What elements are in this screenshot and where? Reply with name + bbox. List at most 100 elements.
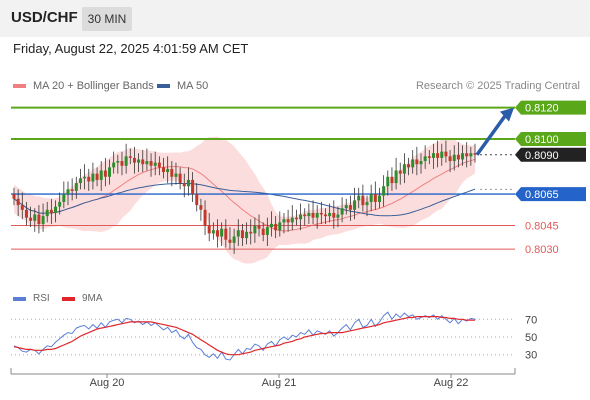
candle-body: [195, 194, 199, 206]
level-label-0.8120: 0.8120: [525, 103, 559, 115]
legend-rsi-label: RSI: [33, 293, 50, 304]
candle-body: [332, 212, 336, 218]
candle-body: [419, 161, 423, 165]
candle-body: [311, 212, 315, 218]
candle-body: [249, 231, 253, 234]
candle-body: [174, 173, 178, 177]
level-tag-0.8090: [515, 147, 586, 162]
legend-ma50-label: MA 50: [177, 80, 209, 92]
candle-body: [394, 170, 398, 184]
candle-body: [473, 153, 477, 155]
candle-body: [87, 176, 91, 182]
candle-body: [120, 161, 124, 166]
candle-body: [83, 176, 87, 179]
candle-body: [240, 230, 244, 239]
candle-body: [315, 212, 319, 218]
candle-body: [440, 151, 444, 158]
candle-body: [132, 157, 136, 163]
candle-body: [444, 151, 448, 157]
candle-body: [469, 153, 473, 157]
candle-body: [37, 214, 41, 224]
candle-body: [282, 219, 286, 223]
candle-body: [33, 214, 37, 221]
candle-body: [228, 239, 232, 243]
level-tag-0.8100: [515, 132, 586, 147]
candle-body: [45, 209, 49, 217]
candle-body: [54, 206, 58, 213]
ma50-line: [13, 182, 476, 217]
rsi-line: [13, 311, 476, 361]
candle-body: [386, 176, 390, 187]
candle-body: [456, 154, 460, 160]
candle-body: [141, 159, 145, 165]
level-label-0.8065: 0.8065: [525, 189, 559, 201]
candle-body: [299, 214, 303, 220]
candle-body: [290, 217, 294, 223]
candle-body: [182, 183, 186, 187]
top-bar: USD/CHF 30 MIN: [0, 0, 590, 37]
candle-body: [66, 189, 70, 195]
candle-body: [178, 173, 182, 184]
candle-body: [361, 195, 365, 206]
level-label-0.8045: 0.8045: [525, 221, 559, 233]
candle-body: [191, 179, 195, 195]
legend-bb-label: MA 20 + Bollinger Bands: [33, 80, 154, 92]
candle-body: [128, 156, 132, 158]
rsi-tick-label: 30: [525, 350, 537, 362]
candle-body: [153, 162, 157, 166]
candle-body: [253, 225, 257, 234]
candle-body: [431, 153, 435, 158]
candle-body: [124, 156, 128, 166]
candle-body: [220, 228, 224, 237]
candle-body: [211, 230, 215, 234]
candle-body: [336, 214, 340, 218]
candle-body: [186, 179, 190, 187]
candle-body: [278, 222, 282, 231]
candle-body: [257, 225, 261, 229]
candle-body: [199, 205, 203, 210]
timeframe-button[interactable]: 30 MIN: [82, 7, 132, 31]
candle-body: [74, 183, 78, 191]
candle-body: [49, 209, 53, 213]
candle-body: [365, 201, 369, 206]
candle-body: [382, 186, 386, 196]
candle-body: [377, 195, 381, 202]
candle-body: [407, 164, 411, 168]
rsi-tick-label: 70: [525, 314, 537, 326]
candle-body: [319, 212, 323, 215]
candle-body: [245, 231, 249, 239]
candle-body: [448, 156, 452, 162]
candle-body: [452, 154, 456, 162]
candle-body: [29, 217, 33, 221]
legend-rsi-swatch: [13, 296, 26, 301]
candle-body: [112, 162, 116, 168]
candle-body: [269, 223, 273, 228]
candle-body: [157, 162, 161, 168]
symbol-label: USD/CHF: [11, 9, 78, 26]
candle-body: [20, 205, 24, 210]
candle-body: [344, 205, 348, 209]
candle-body: [103, 170, 107, 177]
candle-body: [162, 167, 166, 173]
candle-body: [99, 170, 103, 180]
copyright-label: Research © 2025 Trading Central: [415, 80, 580, 92]
candle-body: [108, 167, 112, 177]
candle-body: [16, 198, 20, 206]
legend-ma50-swatch: [157, 84, 170, 88]
candle-body: [461, 153, 465, 160]
candle-body: [357, 195, 361, 201]
rsi-tick-label: 50: [525, 332, 537, 344]
x-tick-label: Aug 20: [90, 377, 125, 389]
legend-bb: MA 20 + Bollinger Bands: [13, 80, 154, 92]
candle-body: [415, 159, 419, 165]
candle-body: [274, 223, 278, 231]
candle-body: [95, 173, 99, 180]
level-label-0.8090: 0.8090: [525, 150, 559, 162]
candle-body: [294, 217, 298, 220]
candle-body: [91, 173, 95, 182]
candle-body: [423, 156, 427, 162]
candle-body: [149, 161, 153, 166]
candle-body: [224, 228, 228, 240]
target-arrow-shaft: [475, 113, 508, 156]
candle-body: [303, 214, 307, 217]
